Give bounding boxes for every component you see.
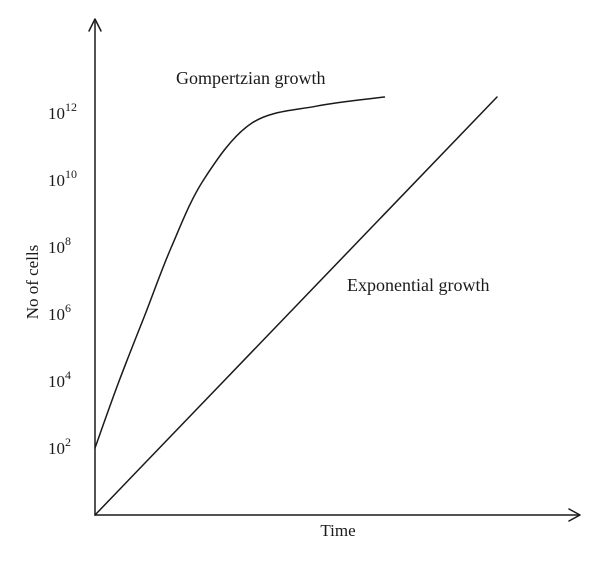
y-tick-label: 108	[48, 234, 71, 257]
exponential-growth-curve	[94, 96, 498, 516]
y-axis-arrow	[88, 18, 102, 32]
x-axis-label: Time	[320, 521, 355, 540]
y-tick-label: 104	[48, 368, 71, 391]
y-tick-exponent: 12	[65, 100, 77, 114]
y-tick-exponent: 10	[65, 167, 77, 181]
y-tick-exponent: 6	[65, 301, 71, 315]
y-tick-exponent: 4	[65, 368, 71, 382]
y-tick-exponent: 2	[65, 435, 71, 449]
y-tick-base: 10	[48, 104, 65, 123]
gompertzian-growth-curve	[94, 96, 386, 449]
y-axis-label: No of cells	[23, 245, 42, 320]
y-tick-base: 10	[48, 439, 65, 458]
exponential-growth-label: Exponential growth	[347, 275, 489, 295]
gompertzian-growth-label: Gompertzian growth	[176, 68, 325, 88]
axes	[88, 18, 581, 522]
y-tick-label: 106	[48, 301, 71, 324]
y-tick-label: 1010	[48, 167, 77, 190]
y-tick-label: 1012	[48, 100, 77, 123]
y-tick-base: 10	[48, 171, 65, 190]
curves	[94, 96, 498, 516]
y-tick-exponent: 8	[65, 234, 71, 248]
y-tick-base: 10	[48, 238, 65, 257]
y-tick-label: 102	[48, 435, 71, 458]
y-tick-base: 10	[48, 305, 65, 324]
x-axis-arrow	[568, 508, 581, 522]
y-tick-base: 10	[48, 372, 65, 391]
